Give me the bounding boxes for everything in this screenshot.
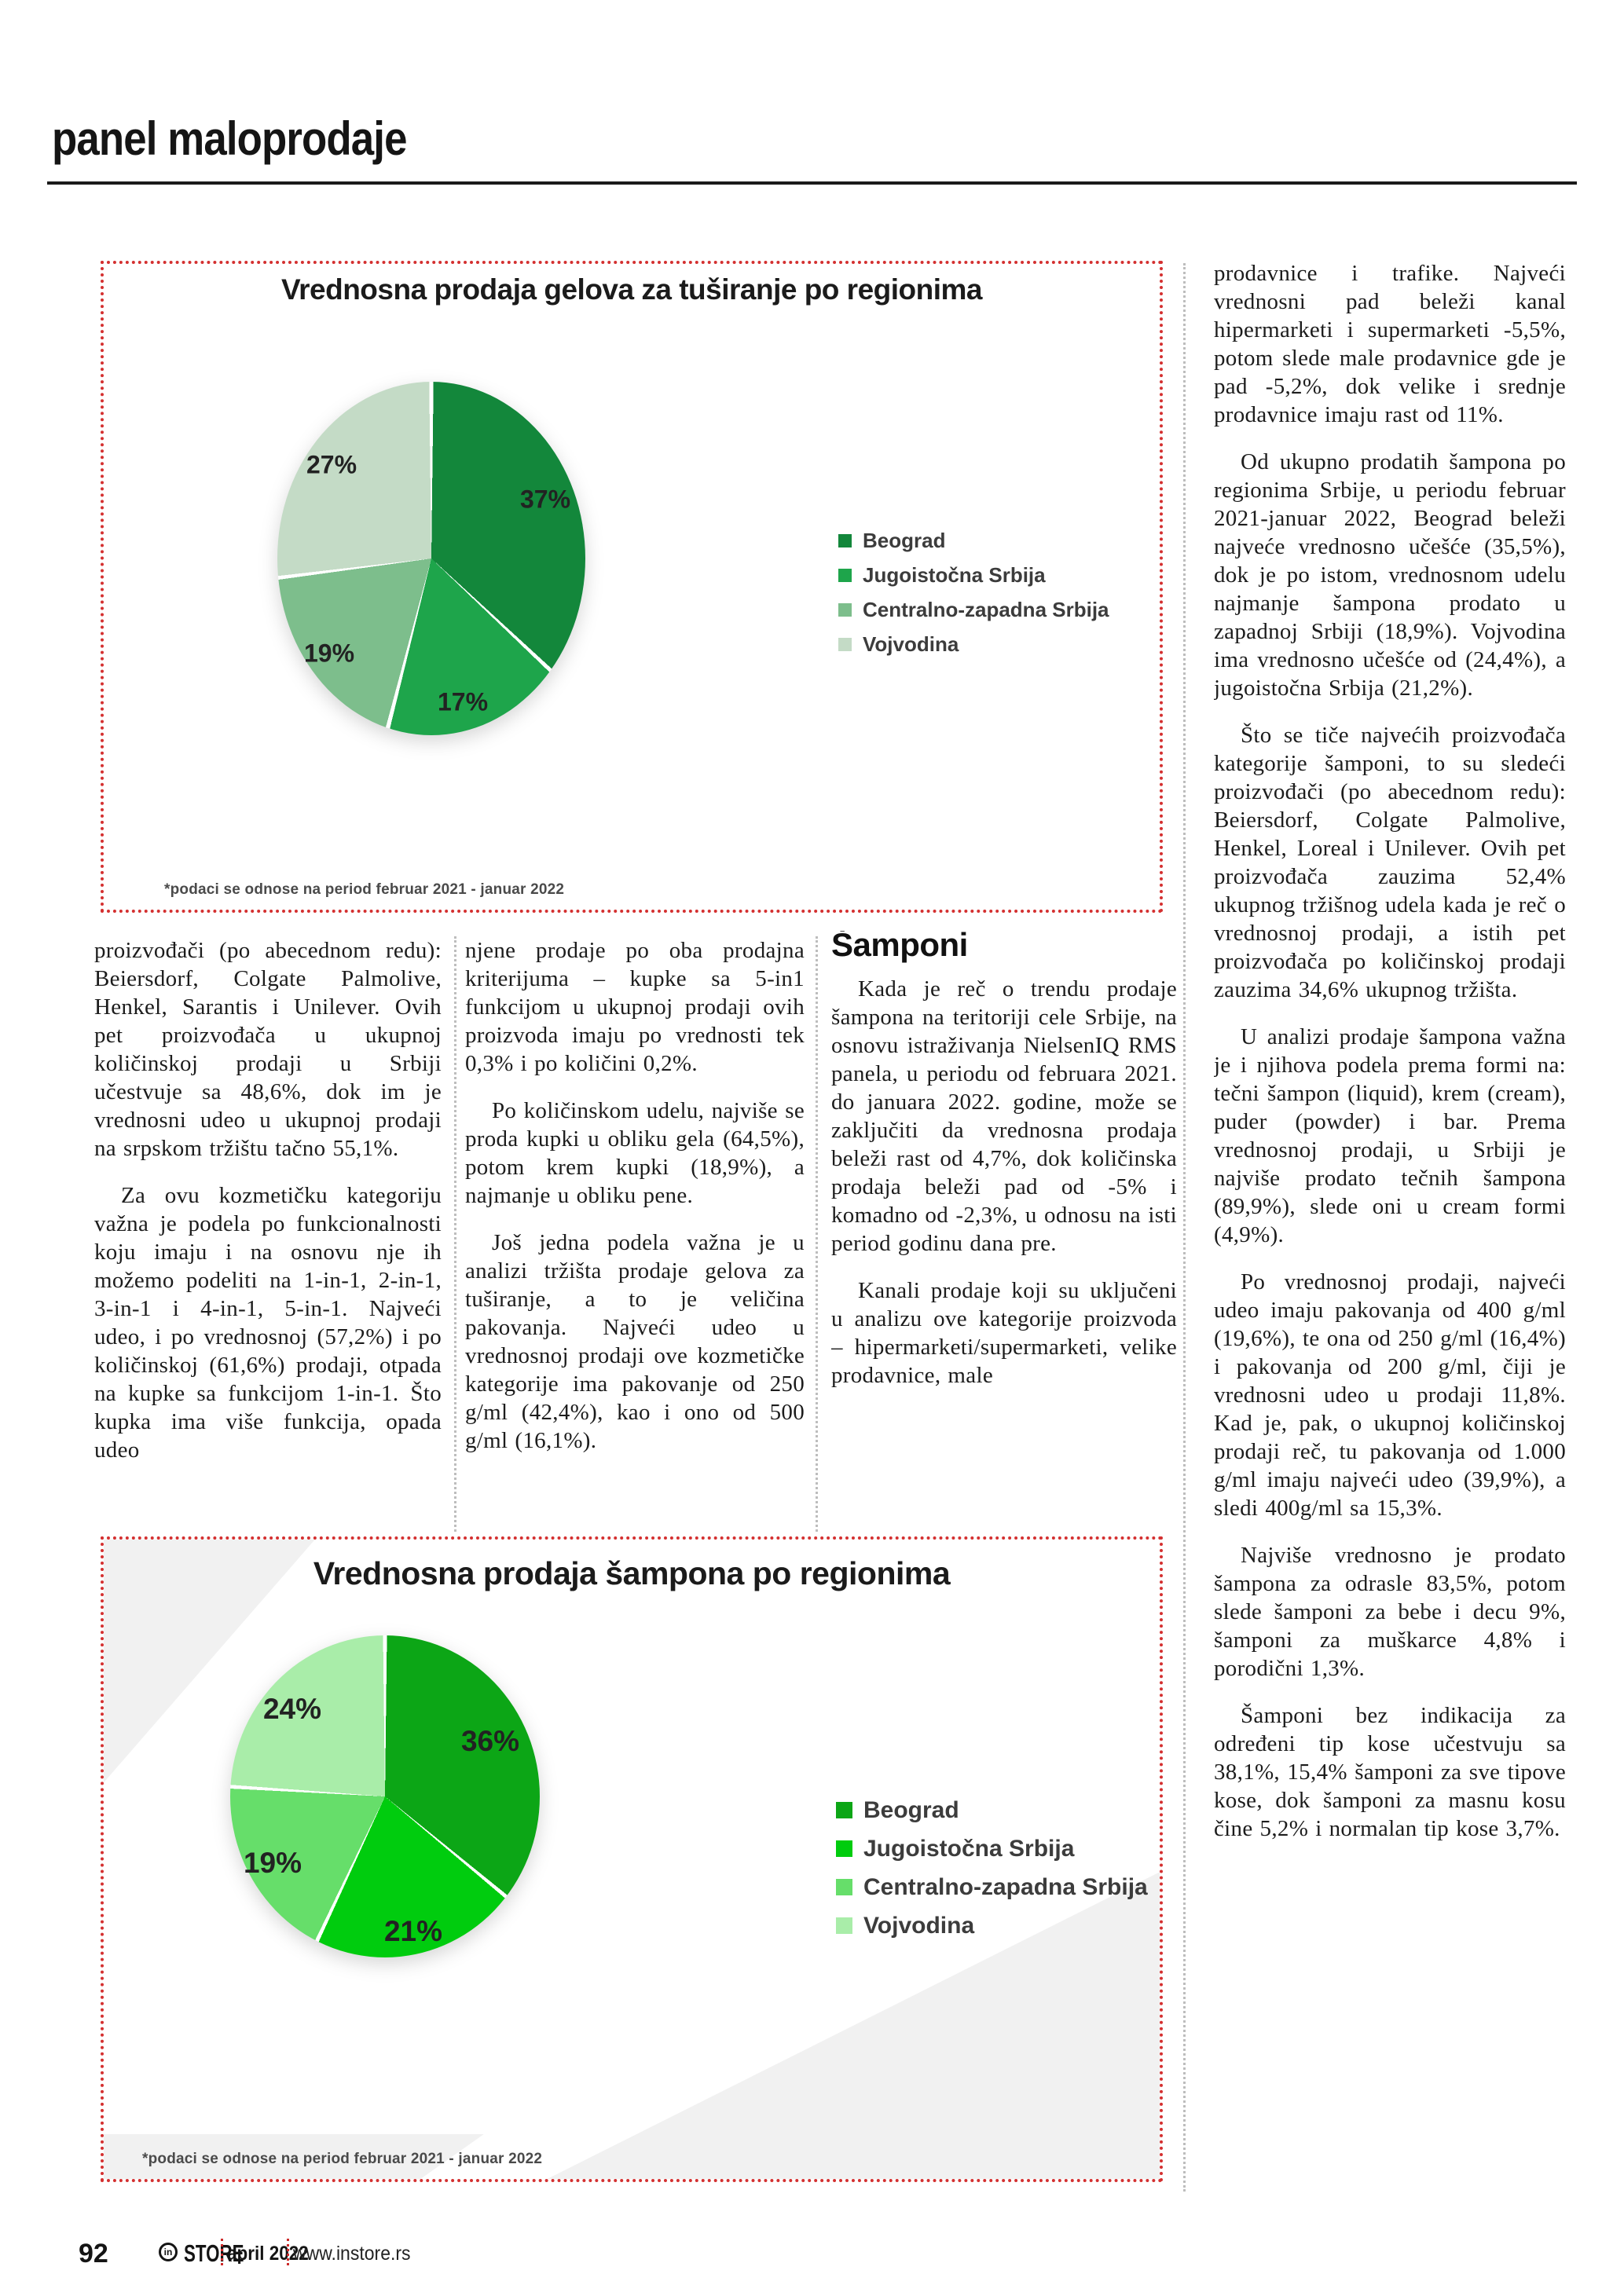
paragraph: U analizi prodaje šampona važna je i nji… — [1214, 1024, 1566, 1247]
website-url: www.instore.rs — [293, 2243, 411, 2265]
issue-date: april 2022 — [227, 2243, 309, 2265]
legend-swatch-icon — [838, 637, 852, 651]
legend-row: Vojvodina — [836, 1906, 1148, 1945]
header-rule — [47, 181, 1577, 185]
legend-row: Jugoistočna Srbija — [838, 558, 1109, 592]
chart-title: Vrednosna prodaja šampona po regionima — [313, 1555, 951, 1591]
legend-swatch-icon — [836, 1802, 852, 1818]
legend-row: Centralno-zapadna Srbija — [836, 1868, 1148, 1906]
legend-label: Centralno-zapadna Srbija — [863, 597, 1109, 621]
paragraph: njene prodaje po oba prodajna kriterijum… — [465, 938, 805, 1076]
chart-footnote: *podaci se odnose na period februar 2021… — [142, 2151, 543, 2167]
legend-label: Beograd — [863, 528, 946, 552]
pie-slice-label: 27% — [306, 450, 357, 479]
paragraph: Po vrednosnoj prodaji, najveći udeo imaj… — [1214, 1269, 1566, 1521]
legend-swatch-icon — [836, 1840, 852, 1857]
page-title: panel maloprodaje — [52, 112, 407, 165]
legend-row: Beograd — [836, 1791, 1148, 1829]
legend-label: Beograd — [863, 1796, 959, 1823]
chart-box-gelovi: Vrednosna prodaja gelova za tuširanje po… — [101, 261, 1163, 913]
legend-row: Jugoistočna Srbija — [836, 1829, 1148, 1868]
paragraph: Po količinskom udelu, najviše se proda k… — [465, 1098, 805, 1208]
article-column-right: prodavnice i trafike. Najveći vrednosni … — [1214, 259, 1566, 2223]
paragraph: Kanali prodaje koji su uključeni u anali… — [831, 1278, 1177, 1388]
brand-name: STORE — [184, 2239, 244, 2267]
chart-footnote: *podaci se odnose na period februar 2021… — [164, 881, 565, 898]
paragraph: Za ovu kozmetičku kategoriju važna je po… — [94, 1183, 442, 1463]
article-column-1: proizvođači (po abecednom redu): Beiersd… — [94, 936, 442, 1535]
legend-label: Jugoistočna Srbija — [863, 1835, 1075, 1862]
paragraph: Od ukupno prodatih šampona po regionima … — [1214, 449, 1566, 701]
column-separator — [1183, 263, 1186, 2192]
pie-slice-label: 19% — [303, 639, 355, 668]
decorative-diagonal — [104, 2134, 484, 2179]
legend-label: Vojvodina — [863, 632, 959, 656]
page-footer: 92 in STORE april 2022 www.instore.rs — [0, 2234, 1624, 2272]
legend-label: Centralno-zapadna Srbija — [863, 1873, 1148, 1900]
footer-separator — [221, 2239, 223, 2265]
section-heading-samponi: Šamponi — [831, 931, 968, 963]
legend-row: Centralno-zapadna Srbija — [838, 592, 1109, 627]
paragraph: proizvođači (po abecednom redu): Beiersd… — [94, 938, 442, 1161]
pie-chart-gelovi — [277, 382, 585, 735]
chart-legend: Beograd Jugoistočna Srbija Centralno-zapad… — [838, 523, 1109, 661]
column-separator — [454, 936, 456, 1532]
pie-slice-label: 36% — [460, 1725, 520, 1757]
pie-slice-label: 24% — [262, 1693, 322, 1725]
pie-slice-label: 19% — [243, 1847, 302, 1879]
legend-row: Beograd — [838, 523, 1109, 558]
legend-swatch-icon — [838, 602, 852, 617]
paragraph: Što se tiče najvećih proizvođača kategor… — [1214, 723, 1566, 1002]
paragraph: Šamponi bez indikacija za određeni tip k… — [1214, 1703, 1566, 1841]
paragraph: Još jedna podela važna je u analizi trži… — [465, 1230, 805, 1453]
chart-title: Vrednosna prodaja gelova za tuširanje po… — [280, 273, 983, 306]
legend-swatch-icon — [838, 568, 852, 582]
article-column-3: Šamponi Kada je reč o trendu prodaje šam… — [831, 931, 1177, 1536]
paragraph: prodavnice i trafike. Najveći vrednosni … — [1214, 261, 1566, 427]
pie-slice-label: 17% — [437, 687, 489, 716]
paragraph: Najviše vrednosno je prodato šampona za … — [1214, 1543, 1566, 1681]
article-column-3-text: Kada je reč o trendu prodaje šampona na … — [831, 975, 1177, 1390]
paragraph: Kada je reč o trendu prodaje šampona na … — [831, 976, 1177, 1256]
pie-slice-label: 21% — [383, 1915, 443, 1947]
legend-swatch-icon — [836, 1879, 852, 1895]
article-column-2: njene prodaje po oba prodajna kriterijum… — [465, 936, 805, 1535]
legend-row: Vojvodina — [838, 627, 1109, 661]
instore-logo-icon: in — [159, 2243, 178, 2261]
legend-label: Jugoistočna Srbija — [863, 562, 1046, 587]
chart-legend: Beograd Jugoistočna Srbija Centralno-zapad… — [836, 1791, 1148, 1945]
legend-label: Vojvodina — [863, 1912, 975, 1939]
pie-chart-samponi — [230, 1635, 540, 1957]
legend-swatch-icon — [836, 1917, 852, 1934]
footer-separator — [287, 2239, 289, 2265]
page-number: 92 — [79, 2239, 108, 2269]
column-separator — [816, 936, 818, 1532]
legend-swatch-icon — [838, 533, 852, 547]
chart-box-samponi: Vrednosna prodaja šampona po regionima 3… — [101, 1536, 1163, 2182]
pie-slice-label: 37% — [519, 485, 571, 514]
